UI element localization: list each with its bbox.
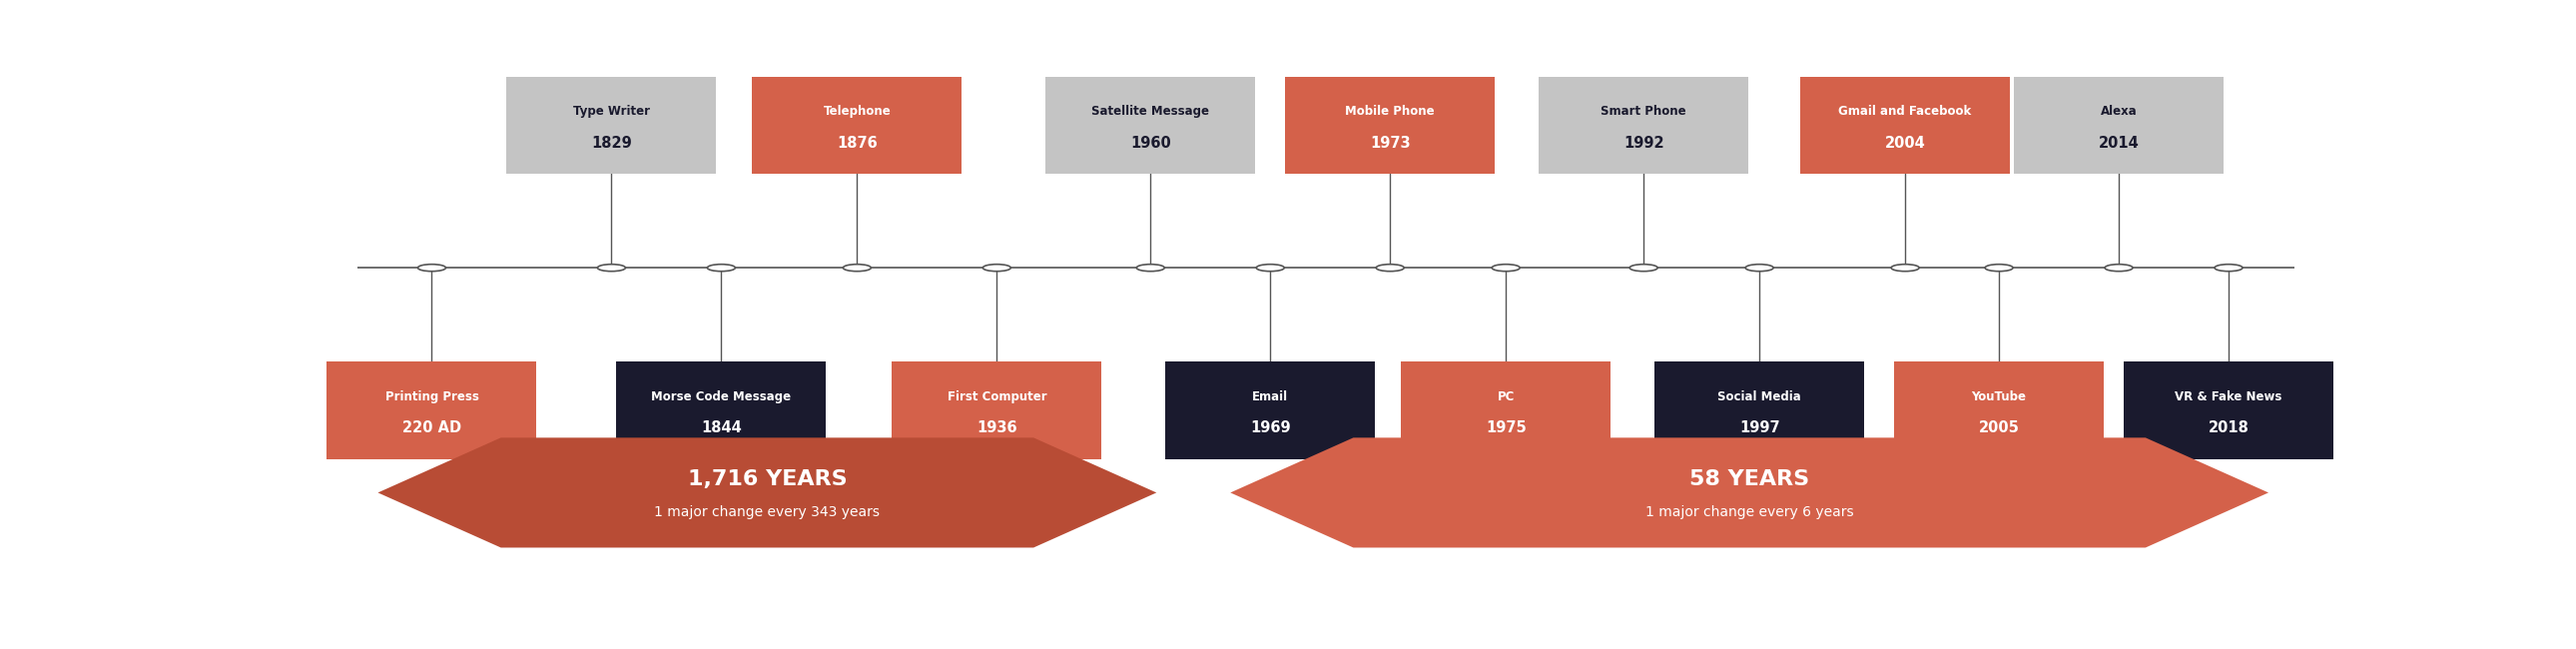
Text: 2004: 2004 <box>1886 136 1924 151</box>
Circle shape <box>1986 264 2012 271</box>
FancyBboxPatch shape <box>1893 361 2105 459</box>
FancyBboxPatch shape <box>1538 77 1749 174</box>
Circle shape <box>842 264 871 271</box>
Text: 1 major change every 6 years: 1 major change every 6 years <box>1646 506 1855 519</box>
Text: 1960: 1960 <box>1131 136 1172 151</box>
Text: First Computer: First Computer <box>948 390 1046 403</box>
Text: 2018: 2018 <box>2208 421 2249 435</box>
FancyBboxPatch shape <box>327 361 536 459</box>
Text: 2014: 2014 <box>2099 136 2138 151</box>
Circle shape <box>1257 264 1285 271</box>
Text: Printing Press: Printing Press <box>384 390 479 403</box>
FancyBboxPatch shape <box>752 77 961 174</box>
Text: 1936: 1936 <box>976 421 1018 435</box>
Text: 1992: 1992 <box>1623 136 1664 151</box>
Text: 1,716 YEARS: 1,716 YEARS <box>688 469 848 489</box>
Text: 1969: 1969 <box>1249 421 1291 435</box>
Circle shape <box>417 264 446 271</box>
Circle shape <box>1376 264 1404 271</box>
Text: 1829: 1829 <box>590 136 631 151</box>
Text: Type Writer: Type Writer <box>572 105 649 118</box>
FancyBboxPatch shape <box>1164 361 1376 459</box>
Circle shape <box>708 264 734 271</box>
Circle shape <box>2105 264 2133 271</box>
Text: 1 major change every 343 years: 1 major change every 343 years <box>654 506 881 519</box>
Text: Email: Email <box>1252 390 1288 403</box>
FancyBboxPatch shape <box>891 361 1103 459</box>
Circle shape <box>1492 264 1520 271</box>
Text: 58 YEARS: 58 YEARS <box>1690 469 1808 489</box>
Text: 1876: 1876 <box>837 136 878 151</box>
FancyBboxPatch shape <box>507 77 716 174</box>
Text: VR & Fake News: VR & Fake News <box>2174 390 2282 403</box>
Circle shape <box>984 264 1010 271</box>
Text: 220 AD: 220 AD <box>402 421 461 435</box>
Text: Telephone: Telephone <box>824 105 891 118</box>
FancyBboxPatch shape <box>2123 361 2334 459</box>
Text: Satellite Message: Satellite Message <box>1092 105 1208 118</box>
Text: Morse Code Message: Morse Code Message <box>652 390 791 403</box>
Text: Social Media: Social Media <box>1718 390 1801 403</box>
Text: Gmail and Facebook: Gmail and Facebook <box>1839 105 1971 118</box>
Text: 2005: 2005 <box>1978 421 2020 435</box>
FancyBboxPatch shape <box>2014 77 2223 174</box>
Circle shape <box>2215 264 2244 271</box>
Polygon shape <box>379 437 1157 548</box>
Text: 1844: 1844 <box>701 421 742 435</box>
FancyBboxPatch shape <box>1046 77 1255 174</box>
FancyBboxPatch shape <box>616 361 827 459</box>
Text: 1975: 1975 <box>1486 421 1525 435</box>
Text: 1997: 1997 <box>1739 421 1780 435</box>
Circle shape <box>1136 264 1164 271</box>
FancyBboxPatch shape <box>1801 77 2009 174</box>
Circle shape <box>1891 264 1919 271</box>
Circle shape <box>1747 264 1772 271</box>
Text: 1973: 1973 <box>1370 136 1409 151</box>
FancyBboxPatch shape <box>1401 361 1610 459</box>
FancyBboxPatch shape <box>1285 77 1494 174</box>
Polygon shape <box>1231 437 2269 548</box>
Text: Smart Phone: Smart Phone <box>1600 105 1687 118</box>
Text: Alexa: Alexa <box>2099 105 2138 118</box>
Text: PC: PC <box>1497 390 1515 403</box>
Circle shape <box>1631 264 1656 271</box>
Text: Mobile Phone: Mobile Phone <box>1345 105 1435 118</box>
Circle shape <box>598 264 626 271</box>
Text: YouTube: YouTube <box>1971 390 2027 403</box>
FancyBboxPatch shape <box>1654 361 1865 459</box>
